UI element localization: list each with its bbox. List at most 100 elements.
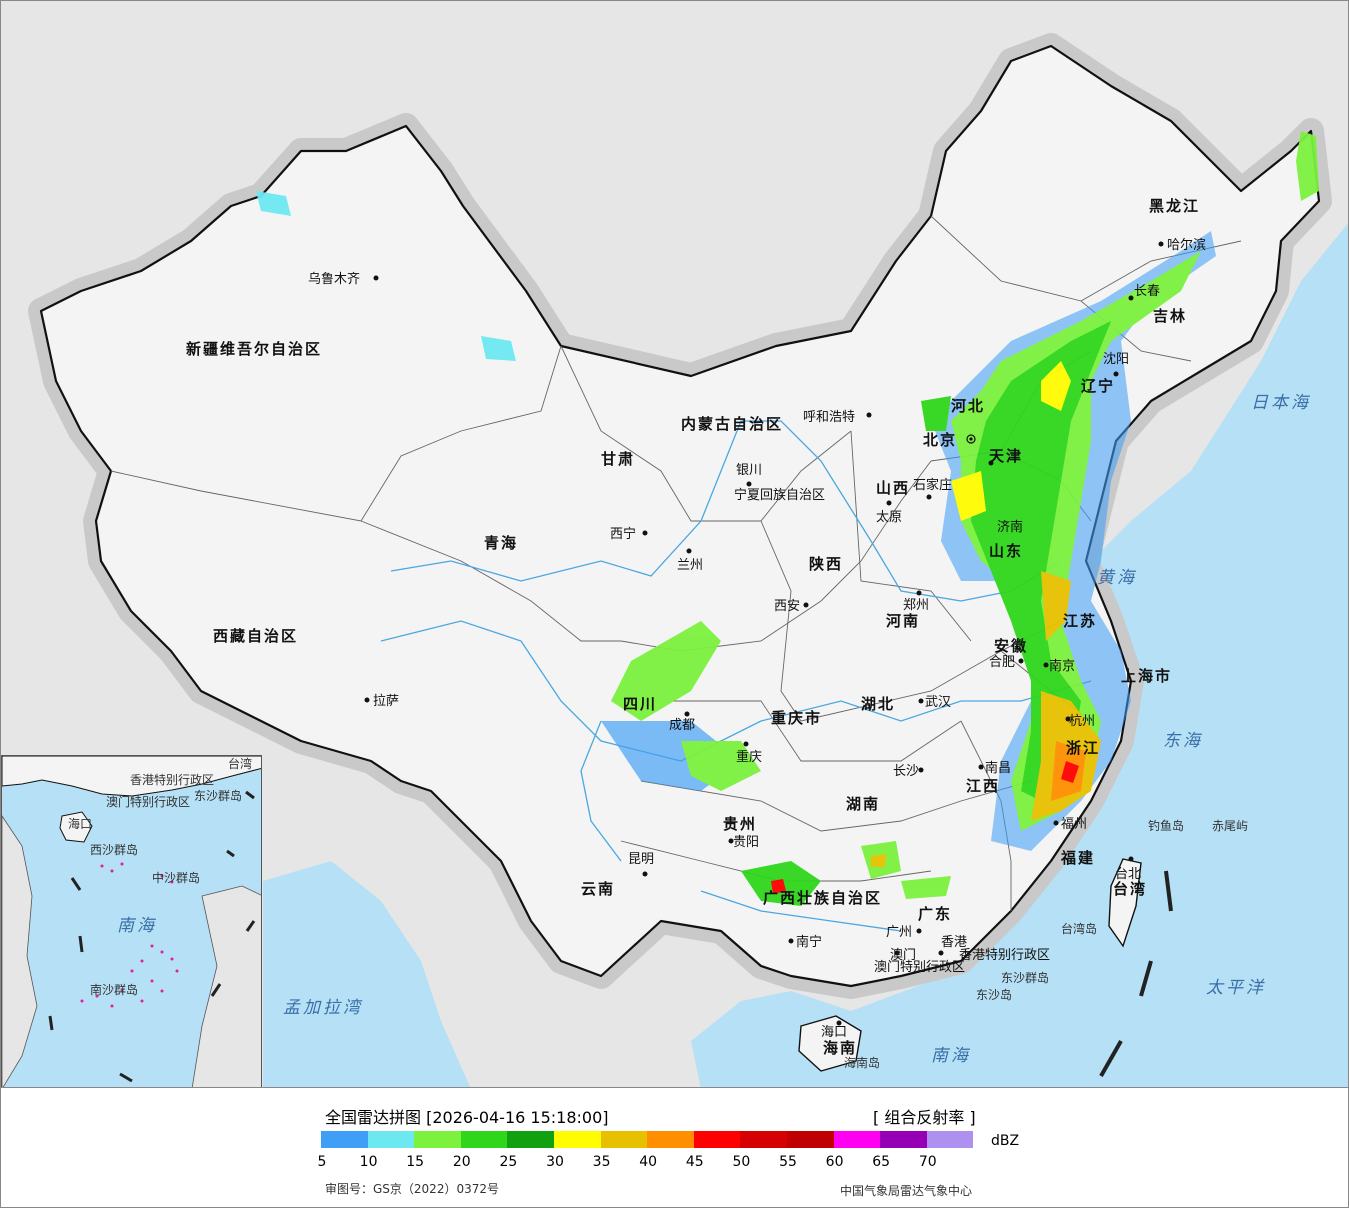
south-china-sea-inset[interactable]: 南海 海口 香港特别行政区 澳门特别行政区 东沙群岛 西沙群岛 中沙群岛 南沙群…	[1, 755, 262, 1087]
sea-label-east-sea: 东海	[1163, 731, 1203, 751]
city-label-lanzhou: 兰州	[677, 558, 703, 573]
city-label-beijing: 北京	[923, 431, 957, 449]
scale-tick-40: 40	[639, 1154, 658, 1170]
island-label-dongsha-islands: 东沙群岛	[1001, 970, 1049, 985]
city-label-hangzhou: 杭州	[1069, 714, 1095, 729]
inset-hainan	[59, 811, 93, 843]
province-label-guangxi: 广西壮族自治区	[763, 889, 882, 907]
scale-tick-20: 20	[452, 1154, 471, 1170]
bay-of-bengal	[263, 861, 471, 1087]
province-label-qinghai: 青海	[484, 534, 518, 552]
rivers	[380, 420, 1092, 932]
inset-label-macau: 澳门特别行政区	[106, 794, 190, 809]
scale-swatch-65	[880, 1131, 927, 1148]
scale-swatch-70	[926, 1131, 974, 1148]
inset-map: 南海 海口 香港特别行政区 澳门特别行政区 东沙群岛 西沙群岛 中沙群岛 南沙群…	[2, 756, 261, 1087]
taiwan-island[interactable]	[1108, 858, 1142, 948]
map-panel[interactable]: 新疆维吾尔自治区 西藏自治区 青海 甘肃 内蒙古自治区 黑龙江 吉林 辽宁 河北…	[0, 0, 1349, 1088]
province-label-shandong: 山东	[989, 542, 1023, 560]
inset-nine-dash-line	[48, 790, 256, 1083]
city-label-hongkong: 香港	[941, 935, 967, 950]
color-scale-bar	[321, 1131, 974, 1148]
scale-swatch-30	[553, 1131, 601, 1148]
scale-tick-10: 10	[359, 1154, 378, 1170]
scale-tick-65: 65	[872, 1154, 891, 1170]
city-label-harbin: 哈尔滨	[1167, 237, 1206, 253]
scale-tick-30: 30	[546, 1154, 564, 1170]
inset-label-hongkong: 香港特别行政区	[130, 772, 214, 787]
city-label-jinan: 济南	[997, 519, 1023, 535]
data-credit: 中国气象局雷达气象中心	[840, 1184, 973, 1198]
island-label-diaoyu: 钓鱼岛	[1148, 818, 1184, 833]
island-label-dongsha: 东沙岛	[976, 987, 1012, 1002]
island-label-hainan: 海南岛	[844, 1055, 880, 1070]
sea-label-japan-sea: 日本海	[1251, 393, 1311, 413]
sea-label-south-sea: 南海	[931, 1046, 971, 1066]
scale-tick-35: 35	[592, 1154, 611, 1170]
scale-tick-55: 55	[779, 1154, 797, 1170]
maritime-boundary-lines	[1099, 870, 1173, 1077]
province-label-guangdong: 广东	[918, 905, 952, 923]
province-label-shaanxi: 陕西	[809, 555, 843, 573]
province-label-hunan: 湖南	[846, 795, 880, 813]
hainan-island[interactable]	[798, 1015, 862, 1072]
province-label-xizang: 西藏自治区	[213, 627, 298, 645]
city-label-fuzhou: 福州	[1061, 817, 1087, 832]
scale-tick-45: 45	[685, 1154, 704, 1170]
inset-label-nansha: 南沙群岛	[90, 982, 138, 997]
province-label-yunnan: 云南	[581, 880, 615, 898]
province-label-shanghai: 上海市	[1121, 667, 1172, 685]
city-label-nanjing: 南京	[1049, 658, 1075, 674]
city-label-taiyuan: 太原	[876, 510, 902, 525]
province-label-liaoning: 辽宁	[1081, 377, 1115, 395]
city-label-nanning: 南宁	[796, 934, 822, 950]
city-label-hohhot: 呼和浩特	[803, 410, 855, 425]
map-approval-number: 审图号：GS京（2022）0372号	[325, 1182, 499, 1196]
city-label-guangzhou: 广州	[886, 925, 912, 940]
city-label-haikou: 海口	[821, 1025, 847, 1040]
scale-tick-60: 60	[825, 1154, 844, 1170]
province-label-hongkong: 香港特别行政区	[959, 948, 1050, 963]
china-map: 新疆维吾尔自治区 西藏自治区 青海 甘肃 内蒙古自治区 黑龙江 吉林 辽宁 河北…	[28, 33, 1348, 1087]
province-label-shanxi: 山西	[876, 479, 910, 497]
city-label-changsha: 长沙	[893, 764, 919, 779]
scale-swatch-10	[367, 1131, 415, 1148]
china-landmass[interactable]	[39, 44, 1321, 988]
city-label-macau: 澳门	[890, 947, 916, 963]
sea-label-pacific: 太平洋	[1206, 978, 1266, 998]
inset-east-coast	[191, 885, 261, 1087]
scale-swatch-35	[600, 1131, 648, 1148]
scale-tick-5: 5	[317, 1154, 327, 1170]
city-label-shijiazhuang: 石家庄	[913, 477, 952, 493]
scale-tick-50: 50	[732, 1154, 751, 1170]
province-label-sichuan: 四川	[623, 695, 657, 713]
radar-echoes	[256, 131, 1319, 906]
province-label-ningxia: 宁夏回族自治区	[734, 487, 825, 503]
city-label-nanchang: 南昌	[985, 760, 1011, 776]
inset-label-south-sea: 南海	[117, 916, 157, 936]
scale-swatch-60	[833, 1131, 881, 1148]
province-label-jilin: 吉林	[1153, 307, 1187, 325]
city-label-chengdu: 成都	[669, 718, 695, 733]
inset-label-dongsha: 东沙群岛	[194, 788, 242, 803]
scale-swatch-45	[693, 1131, 741, 1148]
scale-swatch-20	[460, 1131, 508, 1148]
province-label-heilongjiang: 黑龙江	[1149, 197, 1200, 215]
legend-product-type: [ 组合反射率 ]	[873, 1108, 976, 1127]
inset-islands	[80, 862, 179, 1008]
city-label-taipei: 台北	[1115, 867, 1141, 882]
scale-swatch-40	[647, 1131, 694, 1148]
sea-label-bay-of-bengal: 孟加拉湾	[283, 998, 363, 1018]
city-label-wuhan: 武汉	[925, 695, 951, 710]
scale-tick-15: 15	[406, 1154, 425, 1170]
province-label-guizhou: 贵州	[723, 815, 757, 833]
city-label-zhengzhou: 郑州	[903, 598, 929, 613]
scale-swatch-5	[321, 1131, 368, 1148]
sea-label-yellow-sea: 黄海	[1097, 568, 1137, 588]
scale-swatch-55	[786, 1131, 834, 1148]
province-label-chongqing: 重庆市	[771, 709, 822, 727]
city-label-shenyang: 沈阳	[1103, 352, 1129, 367]
province-label-henan: 河南	[886, 612, 920, 630]
city-label-chongqing: 重庆	[736, 749, 762, 765]
